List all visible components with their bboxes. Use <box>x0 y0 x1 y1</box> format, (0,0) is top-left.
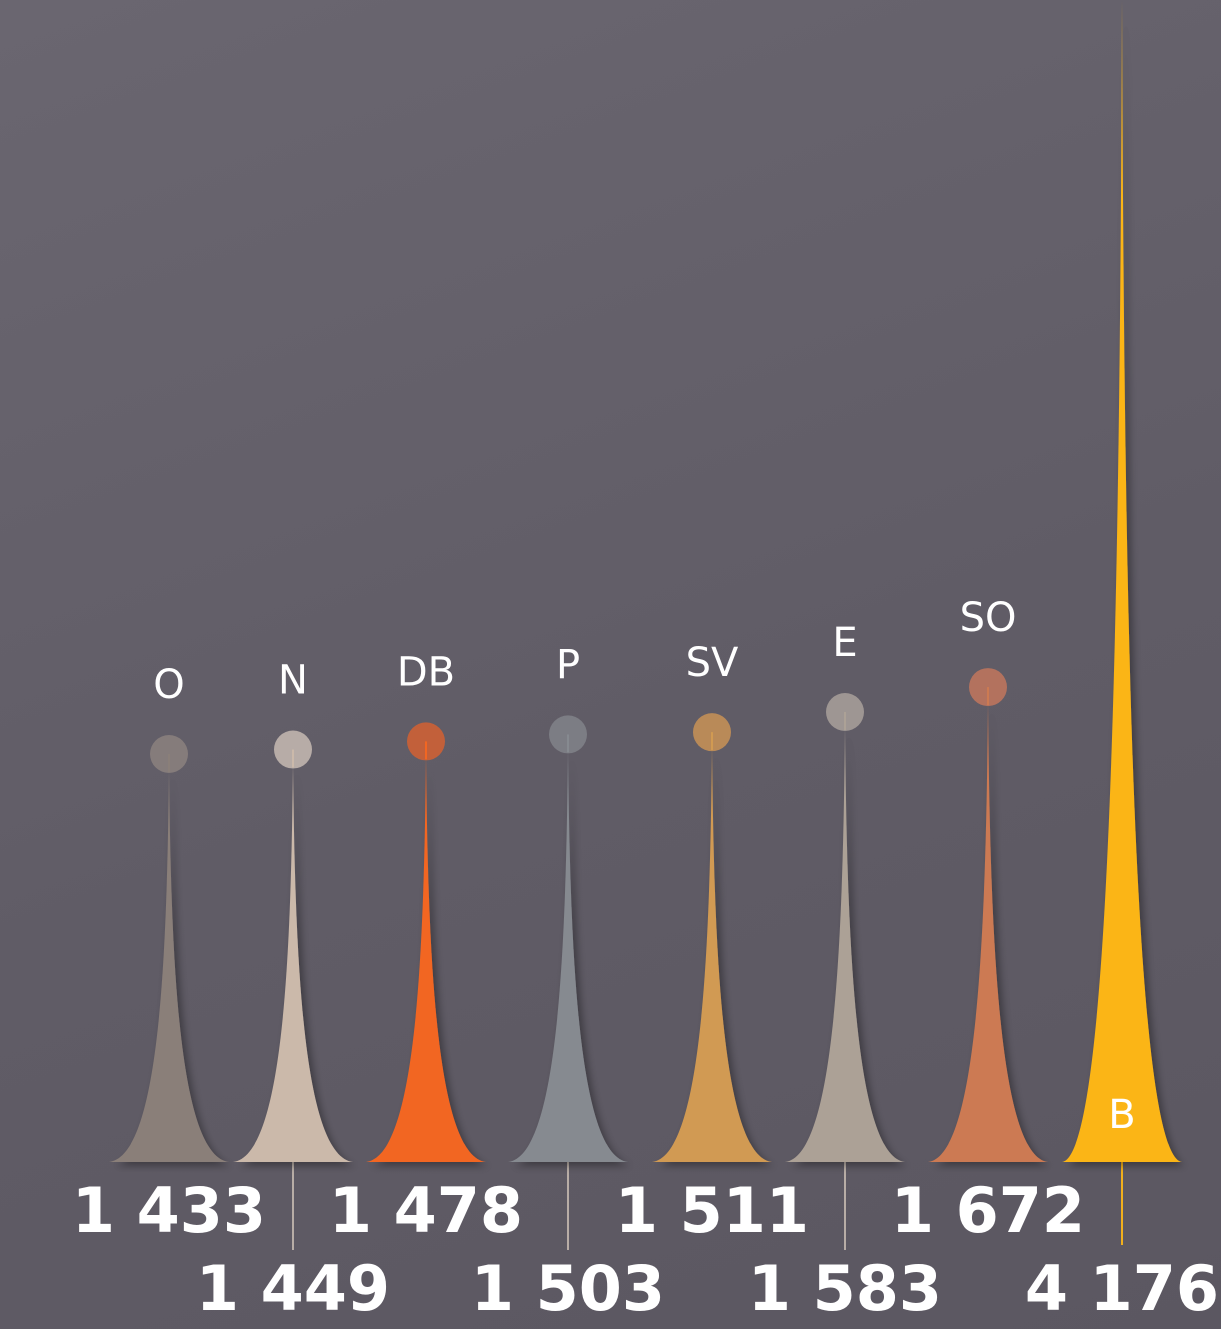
category-label-sv: SV <box>686 640 739 686</box>
value-label-sv: 1 511 <box>615 1174 809 1247</box>
category-labels: O N DB P SV E SO B <box>153 595 1135 1138</box>
value-label-o: 1 433 <box>72 1174 266 1247</box>
value-label-n: 1 449 <box>196 1252 390 1325</box>
spike-so <box>928 701 1048 1162</box>
category-label-db: DB <box>397 649 455 695</box>
category-label-p: P <box>556 642 580 688</box>
markers <box>150 668 1007 773</box>
category-label-e: E <box>832 620 857 666</box>
spike-p <box>508 748 628 1162</box>
category-label-n: N <box>278 658 308 704</box>
category-label-o: O <box>153 662 184 708</box>
value-connectors <box>292 1162 1123 1250</box>
spike-sv <box>652 746 772 1162</box>
value-label-db: 1 478 <box>329 1174 523 1247</box>
spikes <box>109 0 1182 1162</box>
value-label-e: 1 583 <box>748 1252 942 1325</box>
spike-e <box>785 726 905 1162</box>
category-label-b: B <box>1108 1092 1135 1138</box>
spike-o <box>109 768 229 1162</box>
spike-db <box>366 755 486 1162</box>
spike-b <box>1062 0 1182 1162</box>
value-label-p: 1 503 <box>471 1252 665 1325</box>
category-label-so: SO <box>960 595 1017 641</box>
value-label-so: 1 672 <box>891 1174 1085 1247</box>
value-label-b: 4 176 <box>1025 1252 1219 1325</box>
spike-n <box>233 763 353 1162</box>
